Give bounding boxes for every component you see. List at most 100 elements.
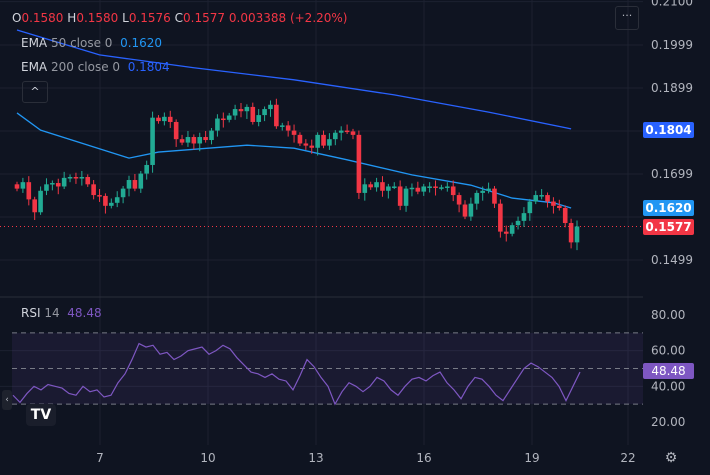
candle-body [109, 202, 114, 206]
rsi-axis-label: 80.00 [651, 308, 685, 322]
candle [209, 127, 214, 145]
candle [238, 103, 244, 118]
candle [173, 119, 179, 147]
candle-body [368, 184, 373, 188]
candle-body [480, 190, 485, 193]
candle-body [568, 223, 574, 243]
candle [421, 183, 427, 196]
candle-body [386, 186, 391, 191]
candle [114, 191, 120, 208]
candle [527, 198, 533, 221]
candle-body [486, 188, 491, 191]
candle-body [350, 131, 356, 135]
candle-body [415, 187, 421, 192]
candle [338, 126, 344, 141]
price-axis-label: 0.1699 [651, 167, 693, 181]
candle-body [338, 130, 344, 133]
candle [244, 104, 250, 119]
candle-body [498, 203, 503, 232]
candle-body [409, 187, 415, 190]
rsi-legend[interactable]: RSI 14 48.48 [21, 306, 102, 320]
candle [179, 134, 185, 146]
time-axis-label: 19 [524, 451, 539, 465]
ema200-legend[interactable]: EMA 200 close 0 0.1804 [21, 60, 170, 74]
candle-body [380, 182, 385, 191]
candle-body [185, 137, 191, 143]
scroll-left-arrow-icon[interactable]: ‹ [2, 390, 12, 410]
candle-body [250, 106, 256, 122]
candle-body [562, 207, 568, 224]
candle-body [557, 205, 562, 208]
candle [132, 174, 138, 192]
candle [26, 176, 32, 206]
candle-body [315, 134, 320, 148]
candle-body [391, 186, 397, 188]
time-axis-label: 13 [308, 451, 323, 465]
candle-body [309, 145, 315, 148]
candle [32, 196, 37, 221]
candle [327, 133, 332, 150]
candle [568, 218, 574, 249]
candle-body [138, 173, 144, 189]
candle [433, 180, 438, 196]
candle [226, 112, 232, 123]
ema50-legend[interactable]: EMA 50 close 0 0.1620 [21, 36, 163, 50]
rsi-axis-label: 40.00 [651, 379, 685, 393]
candle-body [150, 117, 155, 165]
settings-icon[interactable]: ⚙ [664, 450, 678, 466]
candle [397, 180, 403, 211]
candle [55, 178, 61, 195]
candle-body [285, 125, 291, 131]
candle [162, 112, 167, 126]
candle-body [533, 195, 539, 202]
candle-body [132, 180, 138, 189]
ohlc-legend: O0.1580 H0.1580 L0.1576 C0.1577 0.003388… [12, 11, 348, 25]
candle [562, 205, 568, 228]
candle [380, 176, 385, 197]
candle [445, 182, 450, 192]
candle [256, 109, 261, 127]
candle [185, 131, 191, 147]
tradingview-logo[interactable]: TV [26, 404, 56, 426]
candle-body [574, 226, 580, 243]
ema200-line [16, 29, 572, 130]
candle-body [521, 213, 527, 221]
candle [297, 132, 303, 147]
price-axis-label: 0.1499 [651, 253, 693, 267]
candle-body [545, 195, 550, 202]
more-options-button[interactable]: ··· [615, 6, 639, 30]
candle [167, 110, 173, 128]
time-axis-label: 22 [620, 451, 635, 465]
candle [498, 199, 503, 238]
candle-body [203, 137, 208, 141]
rsi-axis-label: 20.00 [651, 415, 685, 429]
rsi-line [12, 342, 581, 406]
candle [509, 222, 515, 237]
candle [468, 197, 474, 221]
candle-body [32, 199, 37, 213]
candle [557, 199, 562, 211]
candle [44, 178, 49, 196]
candle [533, 190, 539, 205]
candle [61, 171, 67, 190]
candle [492, 186, 497, 208]
collapse-legend-button[interactable]: ^ [22, 81, 48, 103]
candle [356, 130, 362, 199]
candle-body [38, 190, 43, 213]
candle-body [144, 164, 149, 174]
candle [515, 216, 521, 230]
candle [103, 193, 108, 214]
candle [539, 189, 544, 200]
candle-body [173, 121, 179, 140]
ema50-line [16, 112, 572, 209]
candle [126, 175, 132, 197]
candle [120, 186, 126, 204]
candle-body [468, 203, 474, 217]
candle-body [297, 134, 303, 144]
candle-body [503, 231, 509, 234]
candle [73, 172, 79, 184]
candle-body [244, 106, 250, 112]
candle-body [333, 132, 338, 140]
candle [503, 225, 509, 242]
